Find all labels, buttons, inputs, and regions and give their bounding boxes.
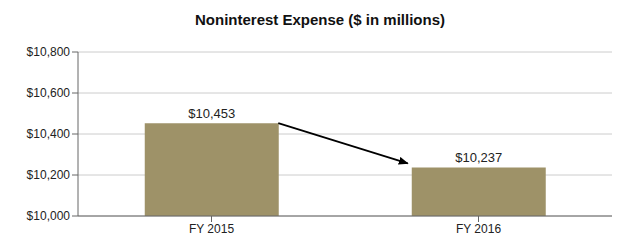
svg-text:FY 2016: FY 2016 bbox=[456, 222, 501, 236]
svg-text:$10,600: $10,600 bbox=[27, 86, 71, 100]
svg-text:$10,237: $10,237 bbox=[455, 150, 502, 165]
svg-text:FY 2015: FY 2015 bbox=[189, 222, 234, 236]
svg-text:$10,400: $10,400 bbox=[27, 127, 71, 141]
svg-text:$10,800: $10,800 bbox=[27, 45, 71, 59]
svg-text:$10,453: $10,453 bbox=[188, 106, 235, 121]
svg-text:$10,000: $10,000 bbox=[27, 209, 71, 223]
html-text:Noninterest Expense ($ in mill: Noninterest Expense ($ in millions) bbox=[195, 11, 445, 28]
svg-text:$10,200: $10,200 bbox=[27, 168, 71, 182]
